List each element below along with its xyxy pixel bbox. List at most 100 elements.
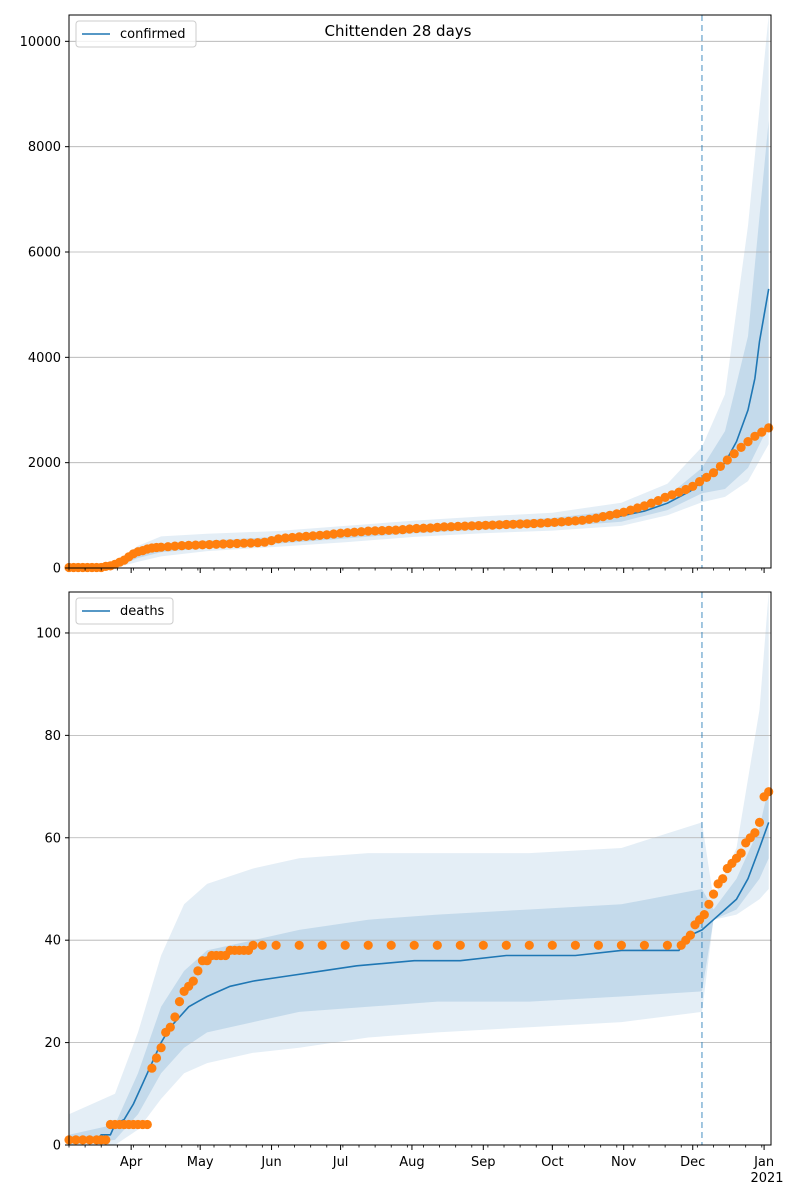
confirmed-observed-point	[750, 431, 760, 441]
confirmed-observed-point	[529, 518, 539, 529]
confirmed-observed-point	[308, 531, 318, 541]
confirmed-observed-point	[702, 472, 712, 482]
deaths-x-tick-label: Dec	[680, 1155, 705, 1170]
confirmed-observed-point	[356, 527, 366, 537]
confirmed-observed-point	[411, 523, 422, 534]
deaths-observed-point	[101, 1135, 111, 1145]
confirmed-observed-points	[64, 423, 774, 573]
chart-title: Chittenden 28 days	[325, 22, 472, 40]
confirmed-observed-point	[211, 539, 221, 549]
deaths-observed-point	[170, 1012, 180, 1022]
confirmed-axes-frame	[68, 14, 772, 569]
deaths-observed-point	[193, 966, 203, 976]
confirmed-observed-point	[163, 542, 173, 552]
confirmed-observed-point	[301, 531, 311, 542]
deaths-observed-point	[524, 940, 534, 950]
deaths-x-tick-label: Nov	[611, 1155, 637, 1170]
deaths-x-tick-label: May	[187, 1155, 214, 1170]
confirmed-y-tick-label: 6000	[28, 246, 61, 261]
deaths-observed-point	[147, 1063, 157, 1073]
confirmed-observed-point	[191, 540, 201, 550]
confirmed-observed-point	[646, 498, 656, 508]
confirmed-observed-point	[184, 540, 194, 551]
confirmed-observed-point	[639, 501, 650, 511]
deaths-observed-point	[501, 940, 511, 950]
confirmed-observed-point	[722, 455, 732, 465]
confirmed-observed-point	[329, 529, 339, 539]
confirmed-observed-point	[363, 526, 373, 536]
deaths-y-axis: 0 20 40 60 80 100	[36, 626, 69, 1154]
confirmed-observed-point	[177, 541, 187, 551]
confirmed-observed-point	[667, 490, 677, 500]
confirmed-observed-point	[460, 521, 470, 531]
deaths-observed-point	[363, 940, 373, 950]
deaths-observed-points	[64, 787, 774, 1145]
confirmed-x-axis	[68, 568, 765, 573]
deaths-observed-point	[432, 940, 442, 950]
confirmed-observed-point	[467, 521, 477, 531]
confirmed-observed-point	[246, 538, 256, 548]
confirmed-observed-point	[474, 521, 484, 531]
confirmed-observed-point	[425, 523, 435, 533]
confirmed-observed-point	[204, 540, 214, 550]
confirmed-observed-point	[619, 507, 629, 517]
confirmed-y-tick-label: 0	[53, 562, 61, 577]
deaths-legend: deaths	[75, 597, 174, 625]
confirmed-y-tick-label: 10000	[20, 35, 61, 50]
deaths-x-tick-label: Jul	[332, 1155, 349, 1170]
confirmed-observed-point	[570, 516, 581, 526]
confirmed-observed-point	[764, 423, 774, 433]
deaths-y-tick-label: 80	[44, 729, 61, 744]
confirmed-y-tick-label: 2000	[28, 456, 61, 471]
deaths-y-tick-label: 0	[53, 1139, 61, 1154]
confirmed-y-axis: 0 2000 4000 6000 8000 10000	[20, 35, 69, 577]
deaths-panel: 0 20 40 60 80 100 Apr May Jun Jul Aug Sep Oct Nov Dec…	[36, 591, 784, 1186]
deaths-observed-point	[174, 997, 185, 1007]
confirmed-observed-point	[577, 515, 587, 525]
confirmed-observed-point	[349, 527, 359, 537]
confirmed-observed-point	[377, 526, 387, 536]
confirmed-observed-point	[336, 528, 346, 538]
confirmed-observed-point	[315, 530, 325, 540]
confirmed-observed-point	[591, 513, 601, 523]
confirmed-observed-point	[453, 521, 463, 532]
confirmed-legend-label: confirmed	[120, 27, 186, 42]
confirmed-observed-point	[294, 532, 304, 542]
deaths-observed-point	[699, 910, 709, 920]
deaths-observed-point	[455, 940, 465, 950]
confirmed-observed-point	[170, 541, 180, 551]
deaths-observed-point	[386, 940, 396, 950]
confirmed-observed-point	[239, 538, 249, 548]
confirmed-observed-point	[487, 520, 498, 530]
deaths-y-tick-label: 60	[44, 831, 61, 846]
deaths-observed-point	[78, 1135, 88, 1145]
x-year-label: 2021	[750, 1171, 783, 1186]
confirmed-observed-point	[605, 510, 615, 520]
confirmed-observed-point	[287, 532, 297, 543]
deaths-band-inner	[69, 786, 769, 1145]
confirmed-observed-point	[660, 492, 670, 502]
deaths-observed-point	[142, 1119, 152, 1130]
confirmed-observed-point	[563, 516, 574, 527]
confirmed-observed-point	[584, 514, 594, 524]
deaths-y-tick-label: 100	[36, 626, 61, 641]
confirmed-observed-point	[266, 536, 277, 546]
confirmed-observed-point	[481, 520, 491, 530]
deaths-x-tick-label: Sep	[471, 1155, 496, 1170]
deaths-observed-point	[616, 940, 627, 950]
confirmed-observed-point	[418, 523, 429, 533]
confirmed-observed-point	[439, 522, 449, 532]
confirmed-observed-point	[550, 517, 560, 528]
deaths-model-line	[69, 822, 770, 1141]
confirmed-observed-point	[598, 511, 608, 522]
confirmed-legend: confirmed	[75, 20, 197, 48]
deaths-observed-point	[764, 787, 774, 797]
confirmed-observed-point	[197, 540, 208, 550]
confirmed-observed-point	[260, 537, 270, 547]
confirmed-observed-point	[681, 484, 691, 495]
deaths-observed-point	[708, 889, 719, 899]
confirmed-observed-point	[501, 519, 511, 530]
confirmed-observed-point	[653, 496, 663, 506]
confirmed-observed-point	[273, 534, 283, 544]
deaths-y-tick-label: 20	[44, 1036, 61, 1051]
